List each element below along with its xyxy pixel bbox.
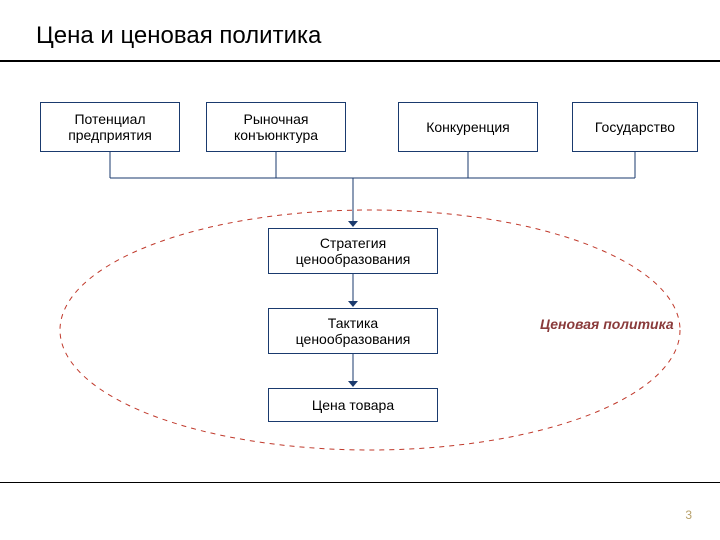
flow-box-price: Цена товара	[268, 388, 438, 422]
flow-box-strategy-line1: Стратегия	[296, 235, 411, 251]
policy-label: Ценовая политика	[540, 316, 674, 334]
slide-title: Цена и ценовая политика	[36, 22, 321, 50]
policy-label-line1: Ценовая	[540, 316, 599, 332]
flow-box-strategy-line2: ценообразования	[296, 251, 411, 267]
rule-bottom	[0, 482, 720, 483]
slide: Цена и ценовая политика Потенциалпредпри…	[0, 0, 720, 540]
policy-label-line2: политика	[603, 316, 673, 332]
flow-box-price-line1: Цена товара	[312, 397, 394, 413]
top-box-potential: Потенциалпредприятия	[40, 102, 180, 152]
flow-box-tactics-line1: Тактика	[296, 315, 411, 331]
flow-box-tactics: Тактикаценообразования	[268, 308, 438, 354]
flow-box-strategy: Стратегияценообразования	[268, 228, 438, 274]
flow-box-tactics-line2: ценообразования	[296, 331, 411, 347]
top-box-market: Рыночнаяконъюнктура	[206, 102, 346, 152]
top-box-market-line1: Рыночная	[234, 111, 318, 127]
top-box-state-line1: Государство	[595, 119, 675, 135]
top-box-potential-line2: предприятия	[68, 127, 152, 143]
top-box-competition-line1: Конкуренция	[426, 119, 510, 135]
top-box-state: Государство	[572, 102, 698, 152]
top-box-potential-line1: Потенциал	[68, 111, 152, 127]
rule-top	[0, 60, 720, 62]
top-box-market-line2: конъюнктура	[234, 127, 318, 143]
page-number: 3	[685, 508, 692, 522]
top-box-competition: Конкуренция	[398, 102, 538, 152]
